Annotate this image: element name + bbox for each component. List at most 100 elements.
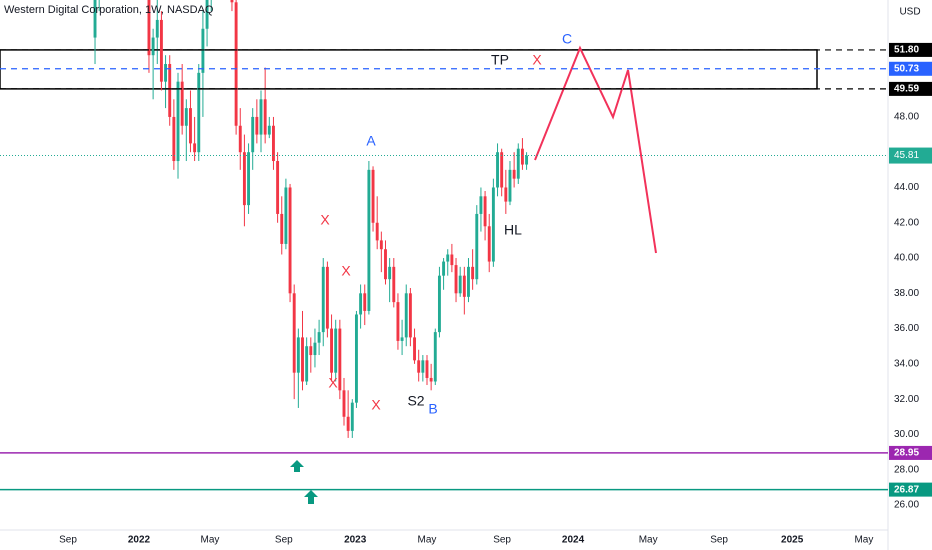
level-tag <box>889 42 932 57</box>
candle-body <box>325 266 329 329</box>
candle-body <box>475 213 479 280</box>
candle-body <box>238 125 242 153</box>
candle-body <box>168 64 172 117</box>
candle-body <box>280 213 284 244</box>
x-tick-label: 2025 <box>781 535 804 546</box>
arrow-up <box>304 490 318 504</box>
x-tick-label: May <box>201 535 220 546</box>
level-tag <box>889 61 932 76</box>
currency: USD <box>899 7 920 18</box>
candle-body <box>276 161 280 214</box>
candle-body <box>330 328 333 373</box>
candle-body <box>346 416 350 431</box>
candle-body <box>491 187 495 262</box>
candle-body <box>442 261 446 276</box>
annotation: HL <box>504 222 522 238</box>
candle-body <box>242 152 246 206</box>
candle-body <box>189 108 192 144</box>
candle-body <box>234 2 238 126</box>
candle-body <box>400 337 404 341</box>
candle-body <box>388 266 392 280</box>
candle-body <box>471 266 475 280</box>
candle-body <box>367 169 371 311</box>
candle-body <box>164 64 168 82</box>
y-tick-label: 34.00 <box>894 358 919 369</box>
level-label: 28.95 <box>894 448 919 459</box>
candle-body <box>93 0 97 38</box>
x-tick-label: May <box>418 535 437 546</box>
candle-body <box>384 249 387 280</box>
candle-body <box>516 148 520 179</box>
candle-body <box>359 293 363 315</box>
y-tick-label: 44.00 <box>894 182 919 193</box>
annotation: X <box>328 375 338 391</box>
annotation: TP <box>491 52 509 68</box>
candle-body <box>172 116 176 162</box>
candle-body <box>230 0 234 3</box>
candle-body <box>342 390 346 417</box>
candle-body <box>433 332 437 382</box>
last-price-tag <box>889 147 932 164</box>
y-tick-label: 30.00 <box>894 429 919 440</box>
candle-body <box>155 19 159 38</box>
candle-body <box>147 0 151 56</box>
candle-body <box>512 169 516 179</box>
annotation: X <box>320 212 330 228</box>
candle-body <box>338 328 342 391</box>
candle-body <box>429 377 433 382</box>
candle-body <box>413 337 416 361</box>
y-tick-label: 32.00 <box>894 394 919 405</box>
candle-body <box>350 402 354 431</box>
level-label: 49.59 <box>894 84 919 95</box>
candle-body <box>267 125 271 135</box>
candle-body <box>296 337 300 373</box>
candle-body <box>363 293 367 311</box>
candle-body <box>483 196 487 227</box>
annotation: B <box>428 401 437 417</box>
projection-path <box>534 45 657 254</box>
y-tick-label: 28.00 <box>894 464 919 475</box>
candle-body <box>392 266 396 303</box>
candle-body <box>467 266 470 297</box>
annotation: S2 <box>407 393 424 409</box>
candle-body <box>334 328 338 373</box>
last-price-label: 45.81 <box>894 150 919 161</box>
candle-body <box>313 342 317 356</box>
y-tick-label: 42.00 <box>894 217 919 228</box>
candle-body <box>417 360 421 373</box>
candle-body <box>520 148 524 165</box>
candle-body <box>525 155 529 165</box>
x-tick-label: Sep <box>493 535 511 546</box>
candle-body <box>458 275 462 294</box>
x-tick-label: Sep <box>275 535 293 546</box>
candle-body <box>292 293 296 373</box>
y-tick-label: 38.00 <box>894 288 919 299</box>
candle-body <box>462 275 466 297</box>
level-tag <box>889 482 932 497</box>
candle-body <box>255 116 259 135</box>
candle-body <box>151 37 155 56</box>
arrow-up <box>290 460 304 472</box>
annotation: A <box>366 133 376 149</box>
x-tick-label: May <box>854 535 873 546</box>
level-tag <box>889 81 932 96</box>
candle-body <box>180 81 184 126</box>
candle-body <box>396 302 400 341</box>
candle-body <box>408 293 412 338</box>
annotation: X <box>371 397 381 413</box>
candle-body <box>247 152 251 206</box>
candle-body <box>272 125 275 162</box>
x-tick-label: 2022 <box>128 535 151 546</box>
candle-body <box>487 226 491 262</box>
y-tick-label: 26.00 <box>894 500 919 511</box>
annotation: C <box>562 31 572 47</box>
chart-title: Western Digital Corporation, 1W, NASDAQ <box>4 4 214 16</box>
candle-body <box>197 72 201 153</box>
candle-body <box>371 169 375 223</box>
level-label: 50.73 <box>894 63 919 74</box>
candle-body <box>404 293 408 338</box>
candle-body <box>479 196 483 214</box>
y-tick-label: 36.00 <box>894 323 919 334</box>
candle-body <box>301 337 304 382</box>
